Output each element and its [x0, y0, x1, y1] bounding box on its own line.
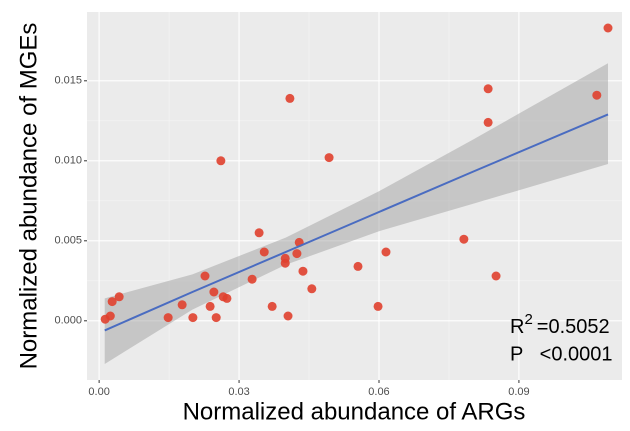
y-tick-label: 0.015	[54, 75, 82, 87]
confidence-band	[104, 63, 609, 364]
data-point	[177, 300, 187, 310]
data-point	[285, 93, 295, 103]
data-point	[114, 292, 124, 302]
y-axis-title: Normalized abundance of MGEs	[15, 23, 42, 370]
data-point	[483, 117, 493, 127]
data-point	[603, 23, 613, 33]
data-point	[163, 313, 173, 323]
data-point	[188, 313, 198, 323]
data-point	[592, 90, 602, 100]
data-point	[211, 313, 221, 323]
plot-panel	[87, 12, 622, 380]
p-value: P <0.0001	[510, 343, 613, 365]
fit-line	[104, 113, 609, 332]
data-point	[283, 311, 293, 321]
data-point	[205, 301, 215, 311]
data-point	[222, 293, 232, 303]
data-point	[247, 274, 257, 284]
r-squared: R2 =0.5052	[510, 311, 610, 338]
data-point	[209, 287, 219, 297]
data-point	[105, 311, 115, 321]
x-tick-label: 0.09	[508, 386, 529, 398]
data-point	[259, 247, 269, 257]
data-point	[107, 297, 117, 307]
data-point	[324, 153, 334, 163]
r-sup: 2	[524, 311, 532, 328]
data-point	[267, 301, 277, 311]
data-point	[353, 261, 363, 271]
x-tick-label: 0.03	[228, 386, 249, 398]
x-axis-title: Normalized abundance of ARGs	[183, 398, 526, 425]
y-tick-label: 0.010	[54, 155, 82, 167]
x-tick-label: 0.06	[368, 386, 389, 398]
data-point	[373, 301, 383, 311]
data-point	[254, 228, 264, 238]
y-tick-label: 0.005	[54, 235, 82, 247]
data-point	[459, 234, 469, 244]
y-tick-label: 0.000	[54, 315, 82, 327]
data-point	[298, 266, 308, 276]
x-tick-label: 0.00	[88, 386, 109, 398]
data-point	[292, 249, 302, 259]
data-point	[200, 271, 210, 281]
r-value: =0.5052	[537, 316, 610, 338]
data-point	[381, 247, 391, 257]
data-point	[483, 84, 493, 94]
data-point	[216, 156, 226, 166]
data-point	[280, 253, 290, 263]
r-base: R	[510, 316, 524, 338]
data-point	[307, 284, 317, 294]
data-point	[491, 271, 501, 281]
